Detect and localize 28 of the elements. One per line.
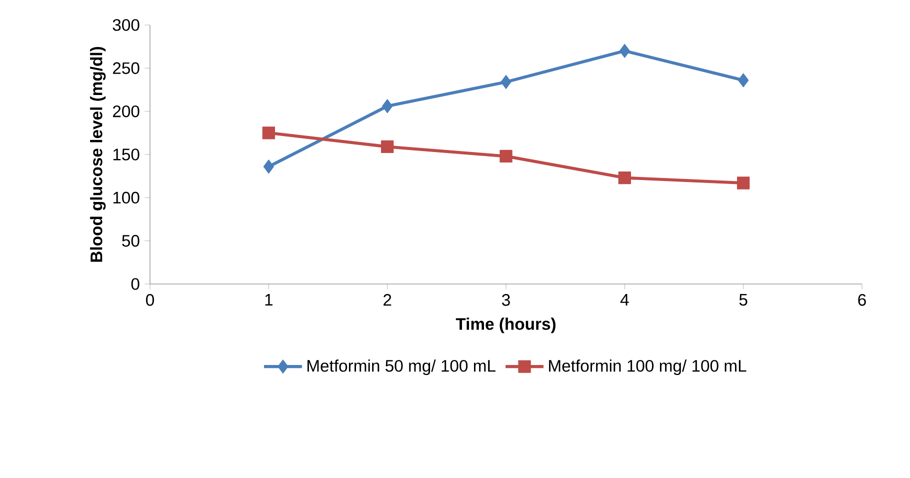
- point: [263, 160, 274, 174]
- point: [618, 171, 632, 184]
- y-tick-label: 100: [113, 192, 140, 204]
- legend-label: Metformin 100 mg/ 100 mL: [549, 360, 746, 376]
- point: [381, 140, 394, 154]
- y-tick-label: 150: [113, 148, 140, 160]
- y-tick-label: 200: [112, 105, 140, 118]
- x-tick-label: 0: [146, 294, 154, 306]
- x-tick-label: 5: [739, 294, 748, 306]
- x-axis-title: Time (hours): [456, 318, 556, 334]
- point: [382, 99, 393, 114]
- point: [262, 126, 276, 140]
- x-tick-label: 4: [620, 294, 629, 306]
- x-tick-label: 2: [384, 294, 392, 306]
- y-tick-label: 50: [122, 234, 140, 247]
- x-tick-label: 1: [265, 294, 272, 306]
- legend-label: Metformin 50 mg/ 100 mL: [308, 360, 496, 376]
- y-axis-title: Blood glucose level (mg/dl): [90, 46, 106, 262]
- y-tick-label: 0: [131, 278, 140, 290]
- x-tick-label: 3: [502, 294, 510, 306]
- x-tick-label: 6: [858, 294, 866, 306]
- point: [500, 74, 512, 89]
- point: [619, 44, 630, 58]
- y-tick-label: 250: [112, 62, 140, 74]
- y-tick-label: 300: [112, 19, 140, 31]
- point: [738, 73, 749, 88]
- point: [500, 150, 512, 163]
- point: [737, 176, 750, 190]
